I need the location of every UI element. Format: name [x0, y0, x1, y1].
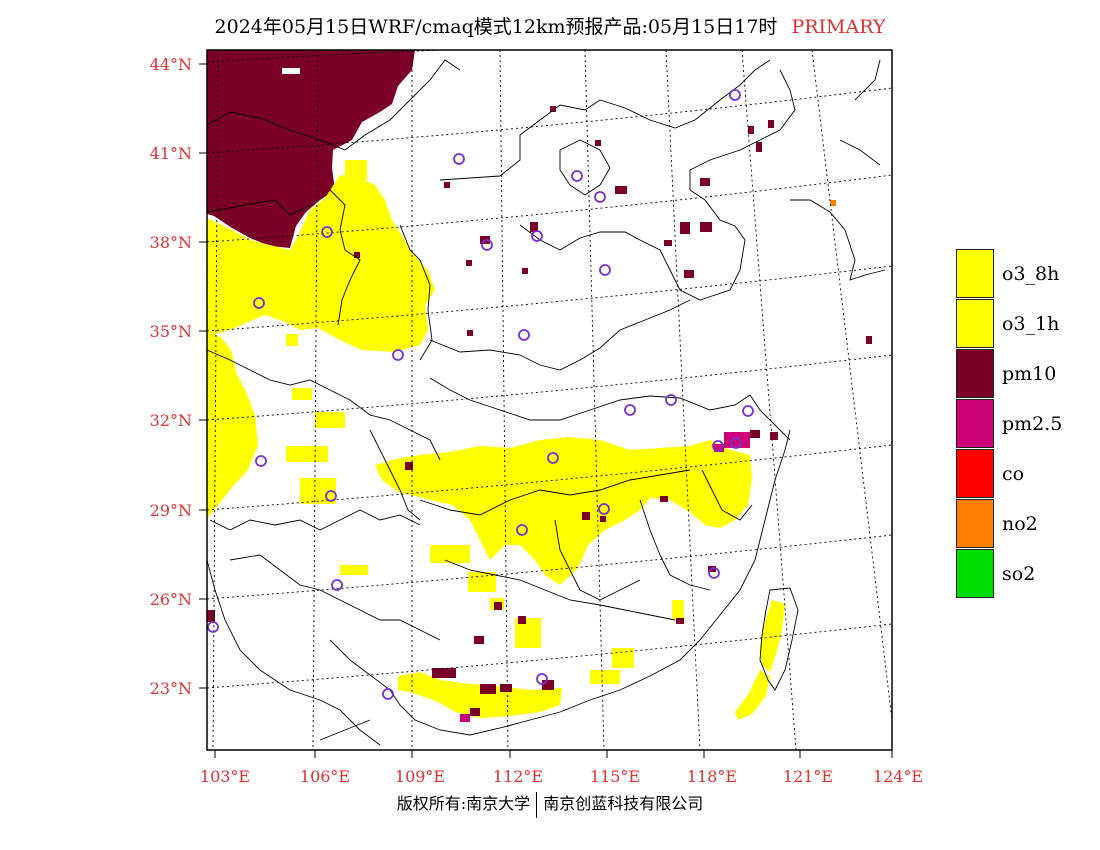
pm10-region-northwest [207, 50, 415, 248]
legend-label: pm10 [1002, 363, 1057, 385]
lon-label: 103°E [200, 767, 250, 786]
longitude-labels: 103°E 106°E 109°E 112°E 115°E 118°E 121°… [200, 767, 923, 786]
lon-label: 124°E [873, 767, 923, 786]
copyright-left: 版权所有:南京大学 [396, 794, 531, 813]
lat-label: 23°N [150, 679, 192, 698]
lat-label: 32°N [150, 411, 192, 430]
legend-swatch [956, 499, 994, 548]
legend-swatch [956, 249, 994, 298]
graticule [207, 50, 892, 750]
lon-label: 115°E [590, 767, 640, 786]
o3-region-taiwan [760, 600, 785, 672]
legend-item-o3-8h: o3_8h [956, 249, 1086, 299]
footer-divider [536, 791, 538, 818]
legend-label: so2 [1002, 563, 1036, 585]
no2-cell [830, 200, 836, 206]
legend-label: co [1002, 463, 1025, 485]
lon-label: 121°E [783, 767, 833, 786]
legend-swatch [956, 549, 994, 598]
lat-label: 29°N [150, 501, 192, 520]
legend-item-so2: so2 [956, 549, 1086, 599]
legend-label: no2 [1002, 513, 1038, 535]
pm10-cells [207, 106, 872, 716]
lat-label: 38°N [150, 233, 192, 252]
legend-label: pm2.5 [1002, 413, 1063, 435]
legend-swatch [956, 449, 994, 498]
lon-label: 112°E [493, 767, 543, 786]
lon-label: 109°E [395, 767, 445, 786]
legend-item-pm10: pm10 [956, 349, 1086, 399]
title-text: 2024年05月15日WRF/cmaq模式12km预报产品:05月15日17时 [214, 16, 778, 38]
lat-label: 26°N [150, 590, 192, 609]
lon-label: 106°E [300, 767, 350, 786]
tick-marks [199, 63, 893, 758]
copyright-footer: 版权所有:南京大学 南京创蓝科技有限公司 [0, 790, 1100, 818]
map-border [206, 49, 893, 751]
lat-label: 41°N [150, 144, 192, 163]
legend-label: o3_1h [1002, 313, 1060, 335]
o3-region-west [207, 330, 258, 518]
legend-swatch [956, 299, 994, 348]
lat-label: 44°N [150, 55, 192, 74]
o3-region-central [375, 437, 752, 585]
copyright-right: 南京创蓝科技有限公司 [543, 794, 704, 813]
title-tag: PRIMARY [791, 16, 886, 38]
legend-item-no2: no2 [956, 499, 1086, 549]
latitude-labels: 44°N 41°N 38°N 35°N 32°N 29°N 26°N 23°N [150, 55, 192, 698]
station-rings [207, 89, 754, 700]
legend: o3_8h o3_1h pm10 pm2.5 co no2 so2 [956, 249, 1086, 599]
legend-label: o3_8h [1002, 263, 1060, 285]
legend-item-o3-1h: o3_1h [956, 299, 1086, 349]
legend-item-pm25: pm2.5 [956, 399, 1086, 449]
o3-region-north [207, 175, 435, 352]
lat-label: 35°N [150, 322, 192, 341]
legend-item-co: co [956, 449, 1086, 499]
lon-label: 118°E [687, 767, 737, 786]
map-title: 2024年05月15日WRF/cmaq模式12km预报产品:05月15日17时 P… [0, 12, 1100, 39]
legend-swatch [956, 349, 994, 398]
legend-swatch [956, 399, 994, 448]
boundaries [207, 59, 886, 746]
o3-region-south [398, 672, 562, 718]
